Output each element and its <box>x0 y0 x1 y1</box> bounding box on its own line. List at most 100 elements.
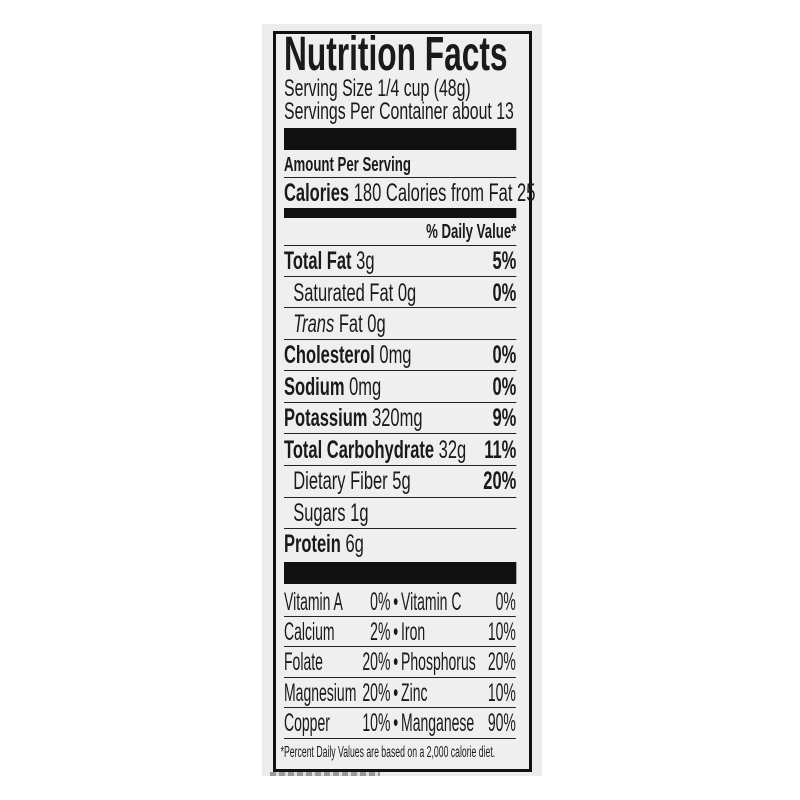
divider <box>284 707 516 708</box>
nutrient-amount: 0g <box>397 279 417 307</box>
calories-value: 180 <box>353 179 382 207</box>
nutrient-amount: 0mg <box>349 373 382 401</box>
label-title: Nutrition Facts <box>284 31 516 79</box>
divider <box>284 370 517 371</box>
vitamin-row: Vitamin A 0% • Vitamin C 0% <box>284 588 516 616</box>
bullet: • <box>393 648 399 676</box>
nutrient-row-potassium: Potassium 320mg 9% <box>284 405 516 432</box>
vitamin-dv: 10% <box>362 709 391 737</box>
nutrient-dv: 0% <box>492 279 517 307</box>
nutrient-amount: 320mg <box>372 404 423 432</box>
vitamin-row: Calcium 2% • Iron 10% <box>284 618 516 646</box>
nutrient-label: Potassium <box>284 404 368 432</box>
vitamin-name: Folate <box>284 648 323 676</box>
divider <box>284 276 517 277</box>
vitamin-row: Folate 20% • Phosphorus 20% <box>284 648 516 676</box>
divider <box>284 497 517 498</box>
divider <box>284 677 516 678</box>
divider <box>284 528 517 529</box>
vitamin-dv: 20% <box>362 679 391 707</box>
nutrient-label: Total Carbohydrate <box>284 436 435 464</box>
calories-from-fat: Calories from Fat 25 <box>385 179 536 207</box>
nutrient-row-sugars: Sugars 1g <box>284 500 516 527</box>
vitamin-name: Iron <box>401 618 426 646</box>
nutrient-amount: 0g <box>367 310 386 338</box>
nutrient-row-trans-fat: Trans Fat 0g <box>284 311 516 338</box>
nutrient-dv: 20% <box>483 467 517 495</box>
vitamin-name: Manganese <box>401 709 475 737</box>
daily-value-header: % Daily Value* <box>284 221 516 243</box>
nutrient-amount: 6g <box>345 530 364 558</box>
vitamin-dv: 2% <box>370 618 391 646</box>
nutrient-amount: 0mg <box>379 341 412 369</box>
nutrient-row-sodium: Sodium 0mg 0% <box>284 374 516 401</box>
footnote: *Percent Daily Values are based on a 2,0… <box>281 744 522 762</box>
vitamin-dv: 20% <box>362 648 391 676</box>
nutrient-label: Dietary Fiber <box>293 467 388 495</box>
nutrient-dv: 9% <box>492 404 517 432</box>
label-title-text: Nutrition Facts <box>284 28 508 81</box>
nutrient-label: Trans <box>293 310 335 338</box>
nutrient-row-protein: Protein 6g <box>284 531 516 558</box>
divider <box>284 402 517 403</box>
nutrient-row-total-carbohydrate: Total Carbohydrate 32g 11% <box>284 437 516 464</box>
servings-per-container-text: Servings Per Container about 13 <box>284 98 514 125</box>
vitamin-dv: 10% <box>487 618 516 646</box>
divider <box>284 245 517 246</box>
nutrient-amount: 32g <box>438 436 467 464</box>
nutrient-amount: 3g <box>356 247 375 275</box>
vitamin-dv: 0% <box>495 588 516 616</box>
bullet: • <box>393 588 399 616</box>
nutrient-label: Sugars <box>293 499 346 527</box>
amount-per-serving-text: Amount Per Serving <box>284 154 411 176</box>
bullet: • <box>393 618 399 646</box>
nutrient-amount: 5g <box>392 467 411 495</box>
vitamin-name: Magnesium <box>284 679 357 707</box>
nutrient-dv: 0% <box>492 373 517 401</box>
divider <box>284 339 517 340</box>
vitamin-name: Zinc <box>401 679 428 707</box>
serving-size: Serving Size 1/4 cup (48g) <box>284 76 516 102</box>
nutrient-dv: 5% <box>492 247 517 275</box>
bullet: • <box>393 709 399 737</box>
nutrient-row-saturated-fat: Saturated Fat 0g 0% <box>284 280 516 307</box>
vitamin-name: Calcium <box>284 618 335 646</box>
vitamins-content: Vitamin A 0% • Vitamin C 0% Calcium 2% • Ir… <box>281 0 516 800</box>
nutrient-label: Protein <box>284 530 341 558</box>
nutrition-facts-box <box>273 31 532 772</box>
divider <box>284 616 516 617</box>
nutrient-amount: 1g <box>350 499 369 527</box>
divider <box>284 738 516 739</box>
nutrient-dv: 0% <box>492 341 517 369</box>
thick-divider <box>284 128 517 150</box>
nutrient-label-suffix: Fat <box>338 310 363 338</box>
ingredients-cutoff <box>270 772 380 776</box>
nutrient-row-total-fat: Total Fat 3g 5% <box>284 248 516 275</box>
serving-size-text: Serving Size 1/4 cup (48g) <box>284 75 471 102</box>
nutrient-label: Cholesterol <box>284 341 375 369</box>
calories-label: Calories <box>284 179 350 207</box>
vitamin-dv: 90% <box>487 709 516 737</box>
vitamin-dv: 0% <box>370 588 391 616</box>
vitamin-dv: 20% <box>487 648 516 676</box>
nutrient-dv: 11% <box>484 436 517 464</box>
divider <box>284 177 517 178</box>
vitamin-row: Magnesium 20% • Zinc 10% <box>284 679 516 707</box>
nutrient-label: Saturated Fat <box>293 279 394 307</box>
servings-per-container: Servings Per Container about 13 <box>284 99 516 125</box>
thick-divider <box>284 562 517 584</box>
vitamin-name: Phosphorus <box>401 648 476 676</box>
vitamin-name: Vitamin C <box>401 588 462 616</box>
divider <box>284 433 517 434</box>
bullet: • <box>393 679 399 707</box>
nutrient-label: Total Fat <box>284 247 352 275</box>
vitamin-row: Copper 10% • Manganese 90% <box>284 709 516 737</box>
divider <box>284 307 517 308</box>
vitamin-dv: 10% <box>487 679 516 707</box>
nutrition-facts-content: Nutrition Facts Serving Size 1/4 cup (48… <box>284 0 535 800</box>
footnote-text: *Percent Daily Values are based on a 2,0… <box>280 744 496 761</box>
nutrient-label: Sodium <box>284 373 345 401</box>
amount-per-serving: Amount Per Serving <box>284 154 516 176</box>
daily-value-header-text: % Daily Value* <box>426 221 517 243</box>
divider <box>284 465 517 466</box>
